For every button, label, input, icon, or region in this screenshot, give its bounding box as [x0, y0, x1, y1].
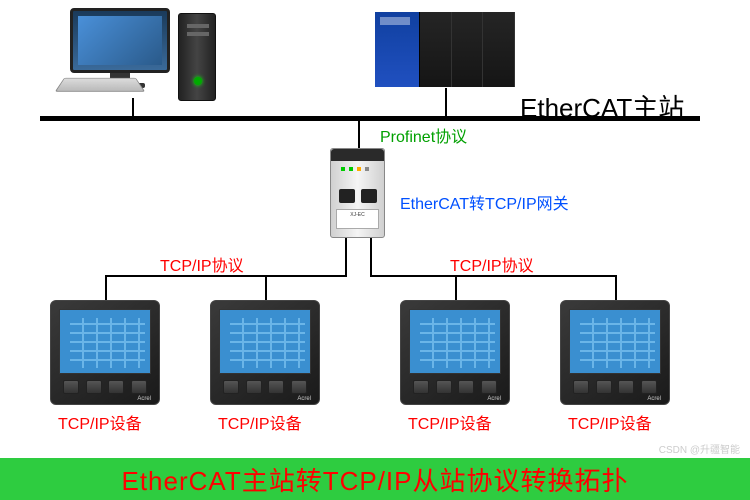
profinet-label: Profinet协议 [380, 123, 467, 147]
tcpip-label-left: TCP/IP协议 [160, 252, 244, 276]
ethercat-tcpip-gateway: XJ-EC [330, 148, 385, 238]
device-label-4: TCP/IP设备 [568, 410, 652, 434]
device-label-2: TCP/IP设备 [218, 410, 302, 434]
gateway-label: EtherCAT转TCP/IP网关 [400, 190, 569, 214]
pc-drop-line [132, 98, 134, 116]
topology-diagram: EtherCAT主站 Profinet协议 XJ-EC EtherCAT转TCP… [0, 0, 750, 500]
meter-drop-2 [265, 275, 267, 300]
tcpip-device-2: Acrel [210, 300, 320, 405]
plc-ethercat-master [375, 12, 515, 87]
device-label-1: TCP/IP设备 [58, 410, 142, 434]
gw-out-line-1 [345, 238, 347, 275]
tcpip-device-1: Acrel [50, 300, 160, 405]
gw-out-line-2 [370, 238, 372, 275]
computer-workstation [70, 8, 170, 88]
plc-drop-line [445, 88, 447, 116]
tcpip-device-3: Acrel [400, 300, 510, 405]
footer-banner: EtherCAT主站转TCP/IP从站协议转换拓扑 [0, 458, 750, 500]
gateway-drop-line [358, 121, 360, 148]
main-bus-line [40, 116, 700, 121]
tcpip-device-4: Acrel [560, 300, 670, 405]
tcpip-label-right: TCP/IP协议 [450, 252, 534, 276]
watermark-text: CSDN @升疆智能 [659, 441, 740, 456]
meter-drop-3 [455, 275, 457, 300]
footer-title: EtherCAT主站转TCP/IP从站协议转换拓扑 [121, 461, 628, 498]
meter-drop-1 [105, 275, 107, 300]
device-label-3: TCP/IP设备 [408, 410, 492, 434]
meter-drop-4 [615, 275, 617, 300]
